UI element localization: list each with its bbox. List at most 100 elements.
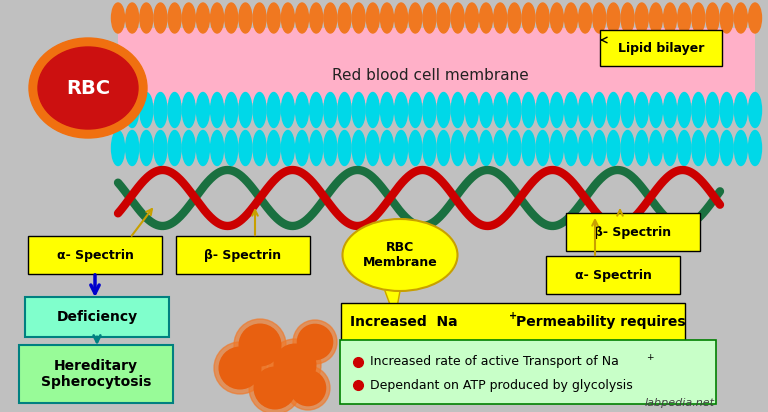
FancyBboxPatch shape [600,30,722,66]
Ellipse shape [465,3,478,33]
Text: Lipid bilayer: Lipid bilayer [617,42,704,54]
Ellipse shape [267,3,280,33]
Ellipse shape [720,131,733,166]
Ellipse shape [578,93,591,127]
Ellipse shape [479,3,492,33]
Circle shape [290,370,326,405]
Ellipse shape [239,93,252,127]
Ellipse shape [182,93,195,127]
Ellipse shape [578,3,591,33]
Ellipse shape [536,131,549,166]
Ellipse shape [578,131,591,166]
Ellipse shape [564,93,578,127]
Ellipse shape [140,93,153,127]
Ellipse shape [536,3,549,33]
Text: Red blood cell membrane: Red blood cell membrane [332,68,528,82]
Ellipse shape [494,3,507,33]
Ellipse shape [310,93,323,127]
Ellipse shape [210,93,223,127]
Ellipse shape [664,3,677,33]
Ellipse shape [734,131,747,166]
Ellipse shape [494,93,507,127]
Ellipse shape [182,131,195,166]
Ellipse shape [664,93,677,127]
Ellipse shape [635,93,648,127]
Ellipse shape [296,93,309,127]
Ellipse shape [366,3,379,33]
Ellipse shape [154,131,167,166]
Ellipse shape [38,47,138,129]
Ellipse shape [692,131,705,166]
Ellipse shape [635,131,648,166]
Text: Increased  Na: Increased Na [350,315,458,329]
Ellipse shape [706,3,719,33]
Ellipse shape [452,3,464,33]
Circle shape [234,319,286,371]
Ellipse shape [338,131,351,166]
Text: labpedia.net: labpedia.net [645,398,715,408]
Ellipse shape [366,93,379,127]
Ellipse shape [437,93,450,127]
Ellipse shape [343,219,458,291]
Ellipse shape [210,3,223,33]
Ellipse shape [593,131,606,166]
Ellipse shape [395,3,408,33]
Ellipse shape [677,131,690,166]
Ellipse shape [479,131,492,166]
Text: β- Spectrin: β- Spectrin [594,225,671,239]
Ellipse shape [551,131,563,166]
Ellipse shape [126,93,139,127]
Ellipse shape [465,131,478,166]
Ellipse shape [423,131,436,166]
Ellipse shape [197,131,210,166]
Circle shape [286,366,330,410]
FancyBboxPatch shape [546,256,680,294]
Text: Dependant on ATP produced by glycolysis: Dependant on ATP produced by glycolysis [370,379,633,391]
Ellipse shape [353,93,365,127]
Circle shape [297,324,333,360]
Ellipse shape [253,131,266,166]
Ellipse shape [310,3,323,33]
Ellipse shape [551,3,563,33]
FancyBboxPatch shape [28,236,162,274]
Ellipse shape [734,93,747,127]
Ellipse shape [551,93,563,127]
Ellipse shape [296,3,309,33]
Ellipse shape [253,93,266,127]
Ellipse shape [253,3,266,33]
Ellipse shape [239,131,252,166]
Ellipse shape [593,93,606,127]
Ellipse shape [395,131,408,166]
FancyBboxPatch shape [118,28,755,103]
Ellipse shape [593,3,606,33]
Ellipse shape [380,93,393,127]
Ellipse shape [338,93,351,127]
Ellipse shape [423,93,436,127]
Ellipse shape [197,93,210,127]
Ellipse shape [267,93,280,127]
Ellipse shape [338,3,351,33]
Ellipse shape [154,93,167,127]
Ellipse shape [749,3,762,33]
Text: +: + [646,353,654,361]
Ellipse shape [621,3,634,33]
Ellipse shape [154,3,167,33]
Ellipse shape [452,93,464,127]
Ellipse shape [607,3,620,33]
Ellipse shape [734,3,747,33]
Ellipse shape [479,93,492,127]
Ellipse shape [692,3,705,33]
Circle shape [269,339,321,391]
Circle shape [254,367,296,409]
Ellipse shape [677,3,690,33]
FancyBboxPatch shape [176,236,310,274]
Ellipse shape [380,3,393,33]
Ellipse shape [225,131,238,166]
Ellipse shape [168,93,181,127]
Ellipse shape [749,93,762,127]
Ellipse shape [749,131,762,166]
Ellipse shape [564,3,578,33]
Ellipse shape [635,3,648,33]
Ellipse shape [650,93,663,127]
Text: Increased rate of active Transport of Na: Increased rate of active Transport of Na [370,356,619,368]
